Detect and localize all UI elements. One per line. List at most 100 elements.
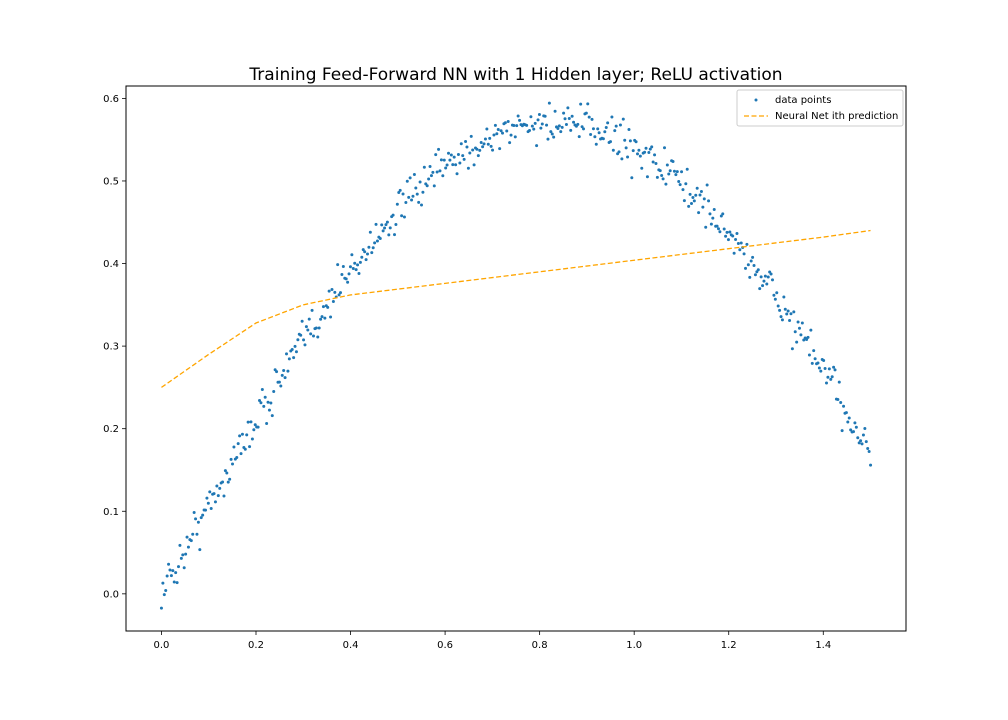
scatter-point <box>331 299 335 303</box>
scatter-point <box>418 180 422 184</box>
chart-title: Training Feed-Forward NN with 1 Hidden l… <box>248 65 782 85</box>
scatter-point <box>593 135 597 139</box>
scatter-point <box>783 307 787 311</box>
scatter-point <box>614 124 618 128</box>
scatter-point <box>371 246 375 250</box>
scatter-point <box>375 239 379 243</box>
scatter-point <box>556 126 560 130</box>
scatter-point <box>508 141 512 145</box>
scatter-point <box>266 400 270 404</box>
scatter-point <box>800 321 804 325</box>
scatter-point <box>650 145 654 149</box>
scatter-point <box>839 401 843 405</box>
scatter-point <box>613 129 617 133</box>
scatter-point <box>611 148 615 152</box>
scatter-point <box>327 289 331 293</box>
scatter-point <box>758 287 762 291</box>
scatter-point <box>209 506 213 510</box>
scatter-point <box>383 226 387 230</box>
scatter-point <box>204 508 208 512</box>
scatter-point <box>428 165 432 169</box>
scatter-point <box>489 144 493 148</box>
scatter-point <box>810 361 814 365</box>
scatter-point <box>844 411 848 415</box>
scatter-point <box>594 142 598 146</box>
scatter-point <box>339 291 342 295</box>
scatter-point <box>316 335 320 339</box>
scatter-point <box>194 517 198 521</box>
scatter-point <box>577 135 581 139</box>
scatter-point <box>226 480 230 484</box>
scatter-point <box>525 123 529 127</box>
scatter-point <box>512 123 516 127</box>
scatter-point <box>267 408 271 412</box>
scatter-point <box>218 486 222 490</box>
scatter-point <box>699 190 703 194</box>
x-tick-label: 1.2 <box>721 640 737 651</box>
scatter-point <box>864 440 868 444</box>
scatter-point <box>738 248 742 252</box>
scatter-point <box>671 159 675 163</box>
scatter-point <box>823 366 827 370</box>
scatter-point <box>374 222 378 226</box>
scatter-point <box>506 120 510 124</box>
scatter-point <box>479 140 483 144</box>
y-axis: 0.0 0.1 0.2 0.3 0.4 0.5 0.6 <box>103 94 126 600</box>
scatter-point <box>231 462 235 466</box>
scatter-point <box>293 344 297 348</box>
scatter-point <box>692 199 696 203</box>
scatter-point <box>509 133 513 137</box>
scatter-point <box>667 172 671 176</box>
scatter-point <box>314 326 318 330</box>
scatter-point <box>253 423 257 427</box>
scatter-point <box>513 135 517 139</box>
scatter-point <box>263 395 267 399</box>
scatter-point <box>604 126 608 130</box>
scatter-point <box>191 532 195 536</box>
scatter-point <box>346 280 350 284</box>
scatter-point <box>515 124 519 128</box>
scatter-point <box>466 166 470 170</box>
scatter-point <box>832 365 836 369</box>
scatter-point <box>518 118 522 122</box>
scatter-point <box>677 179 681 183</box>
scatter-point <box>826 375 830 379</box>
plot-area <box>159 101 873 610</box>
scatter-point <box>735 231 739 235</box>
scatter-point <box>435 170 439 174</box>
scatter-point <box>658 169 662 173</box>
scatter-point <box>691 195 695 199</box>
scatter-point <box>368 230 372 234</box>
axes-frame <box>125 85 907 632</box>
scatter-point <box>684 182 688 186</box>
legend-marker-data-points <box>754 98 758 102</box>
scatter-point <box>441 174 445 178</box>
scatter-point <box>795 340 799 344</box>
scatter-point <box>725 230 729 234</box>
scatter-point <box>647 150 651 154</box>
scatter-point <box>485 127 489 131</box>
scatter-point <box>199 516 203 520</box>
scatter-point <box>280 373 284 377</box>
scatter-point <box>432 184 436 188</box>
scatter-point <box>685 167 689 171</box>
scatter-point <box>179 556 183 560</box>
scatter-point <box>398 188 402 192</box>
scatter-point <box>206 501 210 505</box>
scatter-point <box>751 255 755 259</box>
scatter-point <box>445 163 449 167</box>
scatter-point <box>682 199 686 203</box>
scatter-point <box>827 367 831 371</box>
scatter-point <box>609 140 612 144</box>
scatter-point <box>354 268 358 272</box>
scatter-point <box>182 566 186 570</box>
scatter-point <box>535 144 539 148</box>
scatter-point <box>195 532 199 536</box>
scatter-point <box>475 147 479 151</box>
scatter-point <box>385 220 389 224</box>
scatter-point <box>620 157 624 161</box>
scatter-point <box>724 234 728 238</box>
scatter-point <box>356 263 360 267</box>
scatter-point <box>792 310 796 314</box>
scatter-point <box>785 312 789 316</box>
